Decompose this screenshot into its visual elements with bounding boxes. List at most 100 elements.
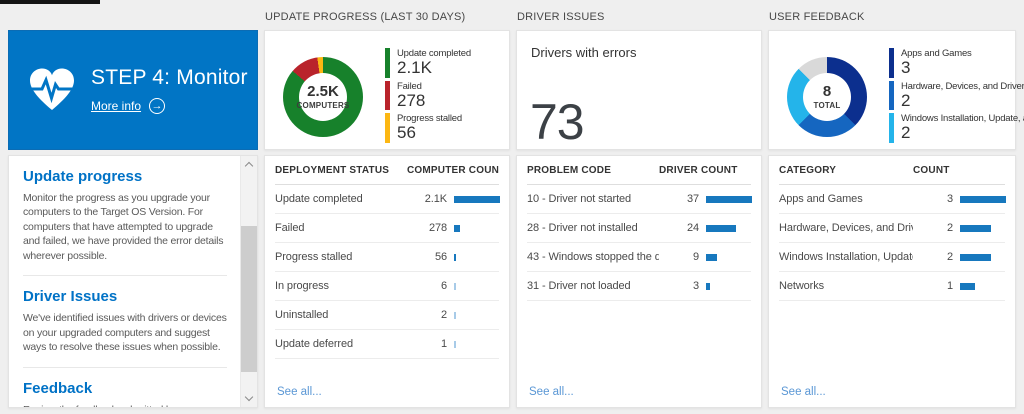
- donut-center: 8 TOTAL: [803, 73, 851, 121]
- donut-center-value: 2.5K: [307, 83, 339, 100]
- update-progress-column: UPDATE PROGRESS (LAST 30 DAYS) 2.5K COMP…: [264, 8, 510, 408]
- table-row[interactable]: Hardware, Devices, and Drivers 2: [779, 214, 1005, 243]
- row-label: Update deferred: [275, 338, 353, 350]
- legend-color-swatch: [385, 47, 390, 78]
- kpi-label: Drivers with errors: [531, 45, 637, 60]
- column-header: DEPLOYMENT STATUS: [275, 164, 390, 176]
- update-progress-donut-chart[interactable]: 2.5K COMPUTERS: [283, 57, 363, 137]
- table-row[interactable]: Update deferred 1: [275, 330, 499, 359]
- table-row[interactable]: Apps and Games 3: [779, 185, 1006, 214]
- legend-item: Windows Installation, Update, and...2: [889, 113, 1024, 144]
- table-row[interactable]: 10 - Driver not started 37: [527, 185, 752, 214]
- step-4-monitor-tile[interactable]: STEP 4: Monitor More info →: [8, 30, 258, 150]
- section-title: Update progress: [23, 168, 143, 185]
- section-title: Driver Issues: [23, 288, 118, 306]
- more-info-label[interactable]: More info: [91, 99, 142, 113]
- row-value-bar: [953, 253, 1005, 261]
- row-label: In progress: [275, 280, 329, 292]
- table-row[interactable]: In progress 6: [275, 272, 499, 301]
- table-header-row: PROBLEM CODE DRIVER COUNT: [527, 156, 751, 185]
- legend-value: 2: [901, 90, 911, 110]
- row-label: Apps and Games: [779, 193, 863, 205]
- drivers-with-errors-card: Drivers with errors 73: [516, 30, 762, 150]
- row-value-bar: [699, 224, 751, 232]
- kpi-value: 73: [530, 94, 585, 150]
- table-row[interactable]: Failed 278: [275, 214, 499, 243]
- info-section: Update progress Monitor the progress as y…: [23, 168, 227, 263]
- update-progress-panel-title: UPDATE PROGRESS (LAST 30 DAYS): [265, 11, 466, 23]
- section-body: Monitor the progress as you upgrade your…: [23, 192, 224, 262]
- table-row[interactable]: Progress stalled 56: [275, 243, 499, 272]
- problem-code-table: PROBLEM CODE DRIVER COUNT 10 - Driver not …: [527, 156, 752, 301]
- driver-issues-column: DRIVER ISSUES Drivers with errors 73 PRO…: [516, 8, 762, 408]
- row-value: 9: [692, 251, 699, 263]
- row-value-bar: [953, 282, 1005, 290]
- update-progress-legend: Update completed 2.1K Failed 278 Progress st…: [385, 47, 501, 146]
- see-all-link[interactable]: See all...: [529, 386, 574, 398]
- info-panel-scrollbar[interactable]: [240, 156, 257, 407]
- column-header: COMPUTER COUNT: [407, 164, 499, 176]
- table-row[interactable]: 31 - Driver not loaded 3: [527, 272, 751, 301]
- user-feedback-donut-chart[interactable]: 8 TOTAL: [787, 57, 867, 137]
- row-label: Networks: [779, 280, 825, 292]
- table-row[interactable]: 43 - Windows stopped the devi... 9: [527, 243, 751, 272]
- legend-item: Update completed 2.1K: [385, 47, 501, 78]
- row-label: Update completed: [275, 193, 363, 205]
- more-info-link[interactable]: More info →: [91, 98, 248, 114]
- row-value: 56: [434, 251, 447, 263]
- driver-issues-panel-title: DRIVER ISSUES: [517, 11, 605, 23]
- section-divider: [23, 366, 227, 368]
- row-value: 3: [692, 280, 699, 292]
- info-sections: Update progress Monitor the progress as y…: [9, 156, 257, 407]
- row-value-bar: [699, 253, 751, 261]
- table-header-row: CATEGORY COUNT: [779, 156, 1005, 185]
- heartbeat-icon: [29, 68, 75, 110]
- row-value-bar: [953, 195, 1006, 203]
- row-value-bar: [447, 311, 499, 319]
- column-header: CATEGORY: [779, 164, 837, 176]
- table-row[interactable]: 28 - Driver not installed 24: [527, 214, 751, 243]
- row-value: 3: [946, 193, 953, 205]
- table-row[interactable]: Networks 1: [779, 272, 1005, 301]
- section-divider: [23, 275, 227, 277]
- row-value: 2: [946, 251, 953, 263]
- user-feedback-column: USER FEEDBACK 8 TOTAL Apps and Games 3 Har…: [768, 8, 1024, 408]
- row-value: 6: [440, 280, 447, 292]
- section-body: Review the feedback submitted by your em…: [23, 403, 227, 407]
- see-all-link[interactable]: See all...: [781, 386, 826, 398]
- section-body: We've identified issues with drivers or …: [23, 312, 227, 354]
- scroll-down-arrow[interactable]: [241, 390, 257, 407]
- legend-value: 3: [901, 57, 911, 77]
- table-row[interactable]: Windows Installation, Update,... 2: [779, 243, 1005, 272]
- column-header: DRIVER COUNT: [659, 164, 738, 176]
- row-value: 1: [946, 280, 953, 292]
- donut-center-value: 8: [822, 83, 832, 100]
- row-label: Failed: [275, 222, 305, 234]
- scrollbar-thumb[interactable]: [241, 226, 257, 372]
- chevron-up-icon: [244, 161, 254, 171]
- scroll-up-arrow[interactable]: [241, 156, 257, 173]
- table-header-row: DEPLOYMENT STATUS COMPUTER COUNT: [275, 156, 499, 185]
- row-label: 43 - Windows stopped the devi...: [527, 251, 659, 263]
- row-label: Hardware, Devices, and Drivers: [779, 222, 913, 234]
- row-value-bar: [953, 224, 1005, 232]
- legend-item: Progress stalled 56: [385, 113, 501, 144]
- row-value: 2: [440, 309, 447, 321]
- category-table: CATEGORY COUNT Apps and Games 3 Hardware, De…: [779, 156, 1006, 301]
- legend-value: 56: [397, 123, 416, 143]
- legend-item: Apps and Games 3: [889, 47, 1007, 78]
- row-label: 28 - Driver not installed: [527, 222, 638, 234]
- table-row[interactable]: Uninstalled 2: [275, 301, 499, 330]
- legend-color-swatch: [385, 80, 390, 111]
- row-value-bar: [447, 224, 499, 232]
- row-label: 31 - Driver not loaded: [527, 280, 631, 292]
- table-row[interactable]: Update completed 2.1K: [275, 185, 500, 214]
- legend-value: 2: [901, 123, 911, 143]
- tile-title: STEP 4: Monitor: [91, 66, 248, 89]
- arrow-right-icon: →: [149, 98, 166, 114]
- legend-label: Windows Installation, Update, and...: [901, 113, 1024, 125]
- deployment-status-table: DEPLOYMENT STATUS COMPUTER COUNT Update co…: [275, 156, 500, 359]
- legend-label: Apps and Games: [901, 47, 972, 59]
- see-all-link[interactable]: See all...: [277, 386, 322, 398]
